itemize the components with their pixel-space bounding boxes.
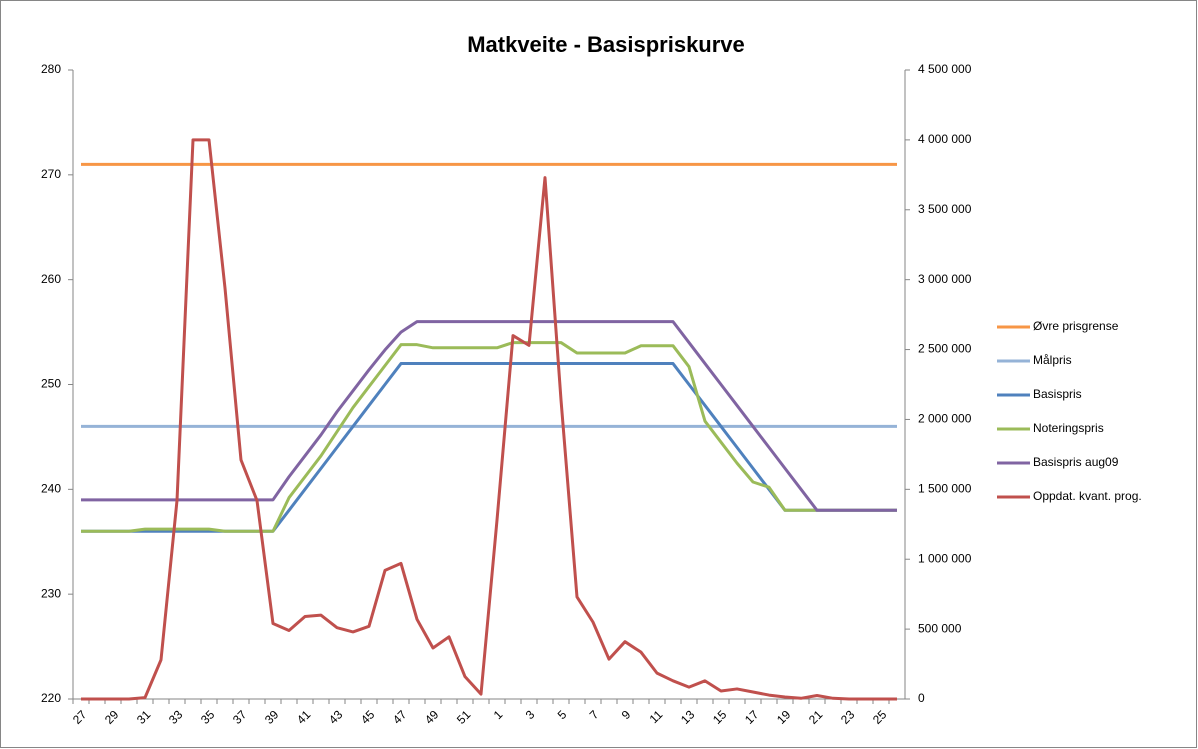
y2-tick-label: 4 000 000 bbox=[918, 132, 972, 146]
legend-label: Oppdat. kvant. prog. bbox=[1033, 489, 1142, 503]
y2-tick-label: 1 000 000 bbox=[918, 551, 972, 565]
series-line bbox=[81, 341, 897, 533]
y2-tick-label: 1 500 000 bbox=[918, 482, 972, 496]
y-tick-label: 230 bbox=[41, 586, 61, 600]
y-tick-label: 280 bbox=[41, 62, 61, 76]
legend-label: Basispris aug09 bbox=[1033, 455, 1119, 469]
chart-title: Matkveite - Basispriskurve bbox=[467, 32, 745, 57]
legend-label: Målpris bbox=[1033, 353, 1072, 367]
legend-label: Basispris bbox=[1033, 387, 1082, 401]
y-tick-label: 270 bbox=[41, 167, 61, 181]
y-tick-label: 250 bbox=[41, 377, 61, 391]
y2-tick-label: 500 000 bbox=[918, 621, 962, 635]
y-tick-label: 220 bbox=[41, 691, 61, 705]
y2-tick-label: 2 000 000 bbox=[918, 412, 972, 426]
y2-tick-label: 2 500 000 bbox=[918, 342, 972, 356]
y2-tick-label: 3 500 000 bbox=[918, 202, 972, 216]
y2-tick-label: 0 bbox=[918, 691, 925, 705]
y-tick-label: 260 bbox=[41, 272, 61, 286]
legend-label: Noteringspris bbox=[1033, 421, 1104, 435]
series-line bbox=[81, 138, 897, 701]
series-line bbox=[81, 320, 897, 512]
y-tick-label: 240 bbox=[41, 482, 61, 496]
legend-label: Øvre prisgrense bbox=[1033, 319, 1119, 333]
y2-tick-label: 4 500 000 bbox=[918, 62, 972, 76]
y2-tick-label: 3 000 000 bbox=[918, 272, 972, 286]
